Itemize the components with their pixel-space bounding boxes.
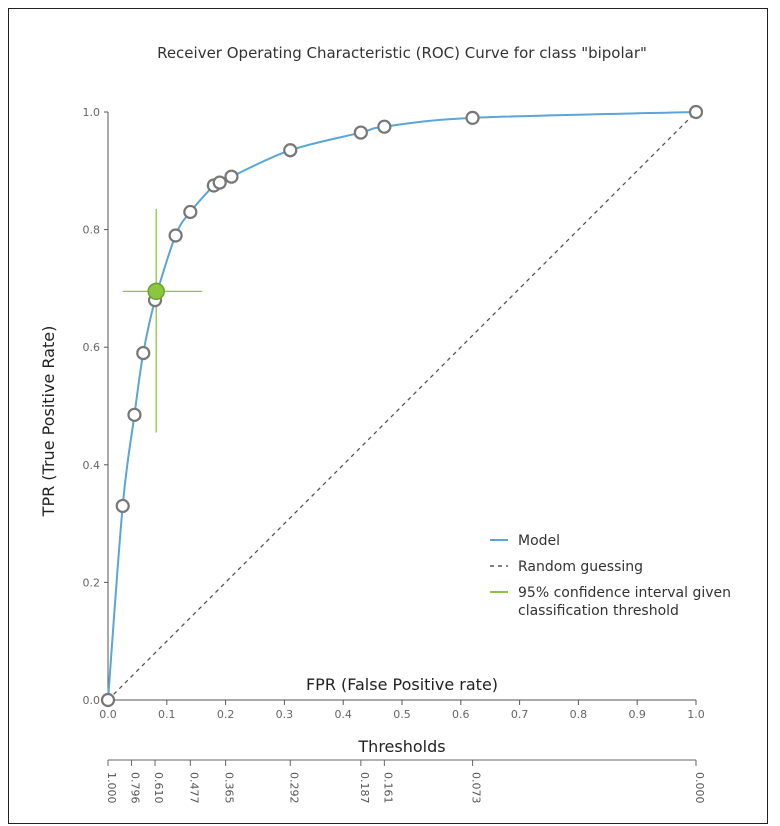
x-tick-label: 0.1 bbox=[158, 708, 176, 721]
threshold-label: 0.073 bbox=[470, 772, 483, 804]
threshold-label: 0.796 bbox=[129, 772, 142, 804]
threshold-label: 0.187 bbox=[358, 772, 371, 804]
x-tick-label: 0.7 bbox=[511, 708, 529, 721]
x-tick-label: 0.4 bbox=[334, 708, 352, 721]
x-tick-label: 0.2 bbox=[217, 708, 235, 721]
roc-point[interactable] bbox=[353, 125, 368, 140]
x-tick-label: 0.5 bbox=[393, 708, 411, 721]
x-tick-label: 1.0 bbox=[687, 708, 705, 721]
threshold-label: 0.477 bbox=[187, 772, 200, 804]
roc-point[interactable] bbox=[183, 204, 198, 220]
legend-random-label: Random guessing bbox=[518, 559, 643, 575]
y-tick-label: 0.0 bbox=[83, 694, 101, 707]
legend-ci-label-line: classification threshold bbox=[518, 603, 679, 619]
y-tick-label: 0.2 bbox=[83, 576, 101, 589]
x-axis-label: FPR (False Positive rate) bbox=[306, 675, 498, 694]
threshold-label: 0.161 bbox=[381, 772, 394, 804]
legend-ci-label-line: 95% confidence interval given bbox=[518, 585, 731, 601]
roc-point[interactable] bbox=[224, 169, 239, 184]
legend-ci-label: 95% confidence interval given classificat… bbox=[518, 585, 731, 619]
roc-point[interactable] bbox=[212, 175, 227, 190]
threshold-label: 0.365 bbox=[223, 772, 236, 804]
roc-point[interactable] bbox=[100, 692, 116, 708]
threshold-label: 1.000 bbox=[105, 772, 118, 804]
threshold-label: 0.000 bbox=[693, 772, 706, 804]
chart-title: Receiver Operating Characteristic (ROC) … bbox=[157, 44, 647, 62]
roc-point[interactable] bbox=[465, 110, 480, 125]
threshold-label: 0.610 bbox=[152, 772, 165, 804]
threshold-label: 0.292 bbox=[287, 772, 300, 804]
roc-point[interactable] bbox=[283, 143, 298, 158]
thresholds-axis-label: Thresholds bbox=[357, 737, 445, 756]
selected-threshold-point[interactable] bbox=[147, 282, 165, 301]
x-tick-label: 0.6 bbox=[452, 708, 470, 721]
x-tick-label: 0.9 bbox=[628, 708, 646, 721]
legend: Model Random guessing 95% confidence inter… bbox=[490, 533, 731, 619]
random-guessing-line bbox=[107, 111, 697, 701]
y-tick-label: 1.0 bbox=[83, 106, 101, 119]
x-tick-label: 0.3 bbox=[276, 708, 294, 721]
y-tick-label: 0.6 bbox=[83, 341, 101, 354]
roc-point[interactable] bbox=[688, 104, 704, 120]
y-tick-label: 0.8 bbox=[83, 224, 101, 237]
roc-point[interactable] bbox=[127, 407, 142, 422]
plot-area: 0.0 0.2 0.4 0.6 0.8 1.0 0.0 0.1 0.2 0.3 0.4 0.5 0.6 0… bbox=[83, 104, 706, 804]
roc-point[interactable] bbox=[377, 119, 392, 134]
y-tick-label: 0.4 bbox=[83, 459, 101, 472]
x-tick-label: 0.8 bbox=[570, 708, 588, 721]
y-axis-label: TPR (True Positive Rate) bbox=[39, 326, 58, 518]
roc-point[interactable] bbox=[115, 498, 130, 514]
x-tick-label: 0.0 bbox=[99, 708, 117, 721]
roc-point[interactable] bbox=[136, 345, 151, 361]
roc-point[interactable] bbox=[168, 228, 183, 243]
legend-model-label: Model bbox=[518, 533, 560, 549]
